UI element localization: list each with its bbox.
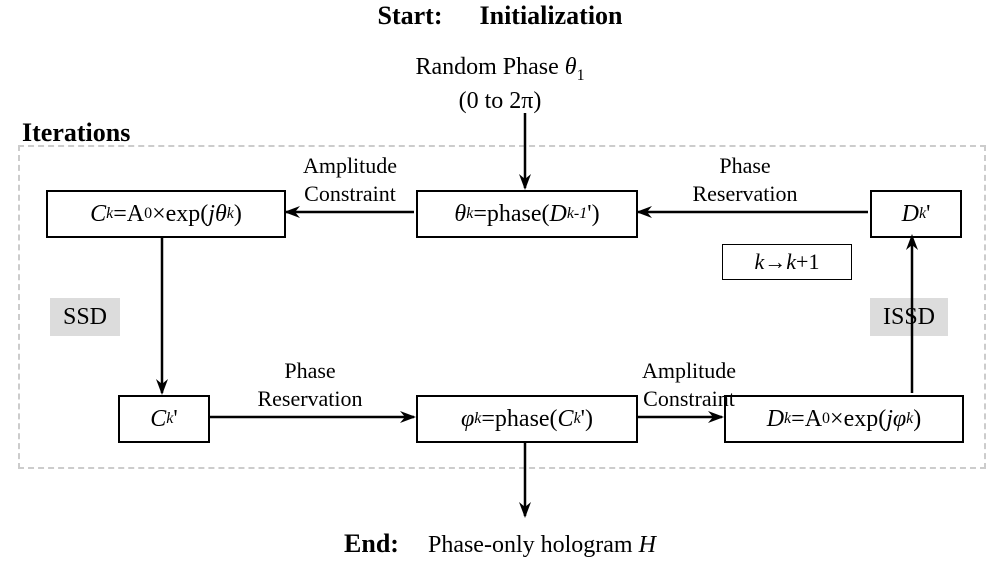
arrows-layer xyxy=(0,0,1000,582)
